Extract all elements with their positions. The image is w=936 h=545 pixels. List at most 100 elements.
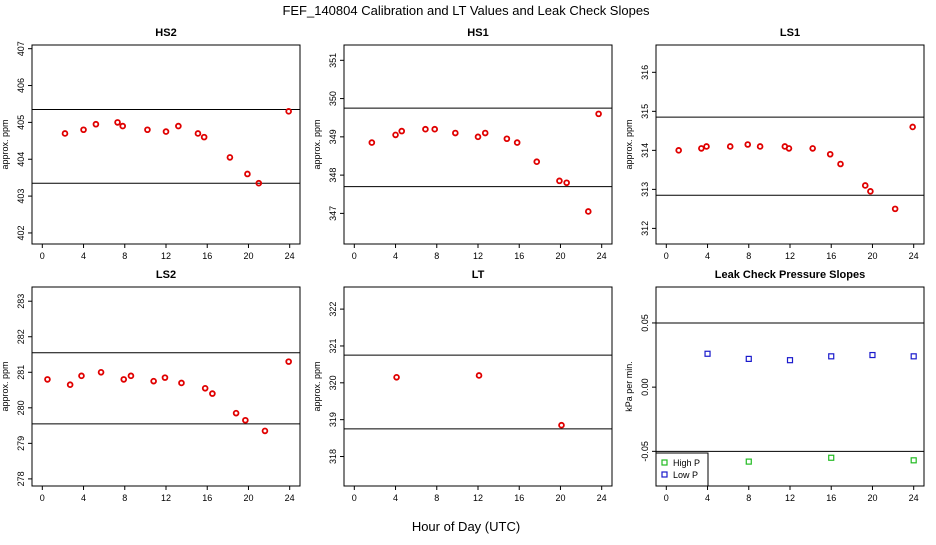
x-tick-label: 24 <box>285 493 295 503</box>
data-point <box>675 147 682 154</box>
x-tick-label: 8 <box>122 251 127 261</box>
x-tick-label: 24 <box>597 493 607 503</box>
plot-frame <box>655 44 925 245</box>
y-tick-label: 404 <box>16 152 26 167</box>
x-tick-label: 12 <box>161 493 171 503</box>
plot-frame <box>31 44 301 245</box>
panel-title: Leak Check Pressure Slopes <box>715 269 865 281</box>
data-point <box>66 381 74 389</box>
y-tick-label: 321 <box>328 338 338 353</box>
data-point <box>161 374 169 381</box>
plot-frame <box>343 286 613 487</box>
x-tick-label: 16 <box>826 251 836 261</box>
data-point <box>92 120 100 128</box>
x-tick-label: 16 <box>202 251 212 261</box>
x-tick-label: 8 <box>434 251 439 261</box>
data-point <box>869 351 876 359</box>
panel-1: HS2 0 4 8 12 16 20 24 402 403 404 405 406 407 approx. … <box>0 27 301 261</box>
panel-title: LT <box>472 269 485 281</box>
x-tick-label: 12 <box>785 251 795 261</box>
y-tick-label: 0.05 <box>640 314 650 332</box>
data-point <box>744 141 752 148</box>
x-tick-label: 8 <box>746 493 751 503</box>
y-axis-label: approx. ppm <box>0 119 10 169</box>
y-tick-label: 319 <box>328 412 338 427</box>
y-tick-label: 318 <box>328 449 338 464</box>
data-point <box>828 454 835 461</box>
x-tick-label: 4 <box>705 251 710 261</box>
legend-box <box>655 452 709 487</box>
y-tick-label: 313 <box>640 182 650 197</box>
y-tick-label: 312 <box>640 221 650 236</box>
x-tick-label: 12 <box>161 251 171 261</box>
data-point <box>392 131 399 139</box>
data-point <box>867 188 874 195</box>
data-point <box>556 177 563 185</box>
x-tick-label: 4 <box>393 493 398 503</box>
x-tick-label: 12 <box>785 493 795 503</box>
y-tick-label: 350 <box>328 91 338 106</box>
data-point <box>78 372 85 380</box>
x-tick-label: 24 <box>909 251 919 261</box>
data-point <box>891 205 899 213</box>
y-tick-label: 322 <box>328 302 338 317</box>
data-point <box>558 421 565 429</box>
data-point <box>745 458 752 465</box>
data-point <box>595 110 602 118</box>
data-point <box>119 122 127 130</box>
data-point <box>786 357 794 364</box>
legend-label: Low P <box>673 470 698 480</box>
data-point <box>481 129 489 137</box>
data-point <box>828 353 835 360</box>
data-point <box>584 208 592 215</box>
data-point <box>201 384 209 392</box>
legend-swatch <box>661 459 668 466</box>
data-point <box>703 143 710 150</box>
data-point <box>120 376 128 383</box>
data-point <box>398 127 406 135</box>
y-tick-label: 316 <box>640 65 650 80</box>
x-tick-label: 0 <box>664 251 669 261</box>
data-point <box>61 130 69 137</box>
plot-frame <box>343 44 613 245</box>
x-tick-label: 20 <box>867 251 877 261</box>
y-tick-label: 406 <box>16 78 26 93</box>
panel-title: LS2 <box>156 269 176 281</box>
data-point <box>474 133 482 141</box>
data-point <box>80 126 87 134</box>
data-point <box>756 143 764 150</box>
x-tick-label: 16 <box>514 493 524 503</box>
y-tick-label: -0.05 <box>640 441 650 462</box>
x-tick-label: 4 <box>81 251 86 261</box>
data-point <box>244 170 251 178</box>
data-point <box>368 139 376 146</box>
data-point <box>285 108 292 115</box>
x-tick-label: 20 <box>867 493 877 503</box>
data-point <box>261 427 269 435</box>
data-point <box>209 390 216 397</box>
x-tick-label: 0 <box>40 493 45 503</box>
y-tick-label: 279 <box>16 436 26 451</box>
x-tick-label: 8 <box>746 251 751 261</box>
y-tick-label: 282 <box>16 329 26 344</box>
y-tick-label: 283 <box>16 294 26 309</box>
data-point <box>533 158 541 166</box>
y-axis-label: approx. ppm <box>312 119 322 169</box>
x-tick-label: 0 <box>352 251 357 261</box>
panel-title: LS1 <box>780 27 800 39</box>
y-tick-label: 403 <box>16 189 26 204</box>
x-tick-label: 0 <box>352 493 357 503</box>
y-tick-label: 281 <box>16 365 26 380</box>
data-point <box>704 350 711 357</box>
x-tick-label: 12 <box>473 493 483 503</box>
x-tick-label: 12 <box>473 251 483 261</box>
y-tick-label: 0.00 <box>640 378 650 396</box>
x-tick-label: 20 <box>555 251 565 261</box>
y-tick-label: 402 <box>16 225 26 240</box>
y-tick-label: 314 <box>640 143 650 158</box>
data-point <box>162 128 170 135</box>
data-point <box>200 133 208 141</box>
data-point <box>127 372 135 380</box>
common-x-label: Hour of Day (UTC) <box>412 519 520 534</box>
x-tick-label: 8 <box>122 493 127 503</box>
